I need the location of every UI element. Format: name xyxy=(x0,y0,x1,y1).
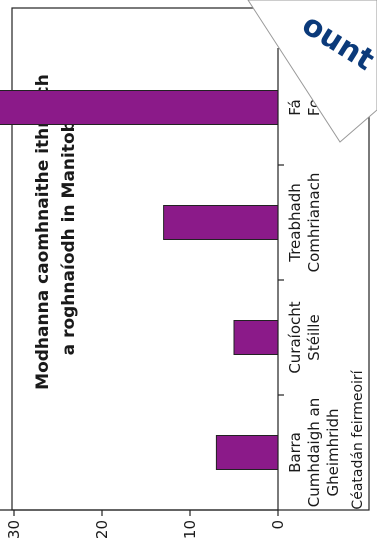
bar xyxy=(215,435,279,470)
bar xyxy=(233,320,279,355)
category-label: CuraíochtStéille xyxy=(286,301,323,373)
y-axis-label: Céatadán feirmeoirí xyxy=(350,369,366,509)
corner-badge: ount xyxy=(247,0,377,143)
category-label-line: Fá xyxy=(286,99,304,115)
bars xyxy=(0,90,279,470)
bar xyxy=(0,90,279,125)
tick-label: 0 xyxy=(269,520,287,530)
rotated-chart: Modhanna caomhnaithe ithreach a roghnaío… xyxy=(0,48,366,539)
category-label-line: Cumhdaigh an xyxy=(305,398,323,507)
category-label-line: Stéille xyxy=(305,314,323,360)
category-label: BarraCumhdaigh anGheimhridh xyxy=(286,398,342,507)
category-label-line: Gheimhridh xyxy=(324,408,342,496)
category-label-line: Barra xyxy=(286,432,304,473)
category-label-line: Treabhadh xyxy=(286,183,304,262)
bar xyxy=(163,205,279,240)
category-label-line: Curaíocht xyxy=(286,301,304,373)
chart-title: Modhanna caomhnaithe ithreach a roghnaío… xyxy=(33,74,79,390)
category-label-line: Comhrianach xyxy=(305,173,323,273)
value-axis: 010203040 xyxy=(0,48,287,539)
tick-label: 10 xyxy=(181,520,199,539)
title-line-1: Modhanna caomhnaithe ithreach xyxy=(33,74,53,390)
category-label: TreabhadhComhrianach xyxy=(286,173,323,273)
tick-label: 30 xyxy=(5,520,23,539)
category-axis: BarraCumhdaigh anGheimhridh CuraíochtStéi… xyxy=(278,99,342,507)
tick-label: 20 xyxy=(93,520,111,539)
title-line-2: a roghnaíodh in Manitoba xyxy=(59,109,79,356)
